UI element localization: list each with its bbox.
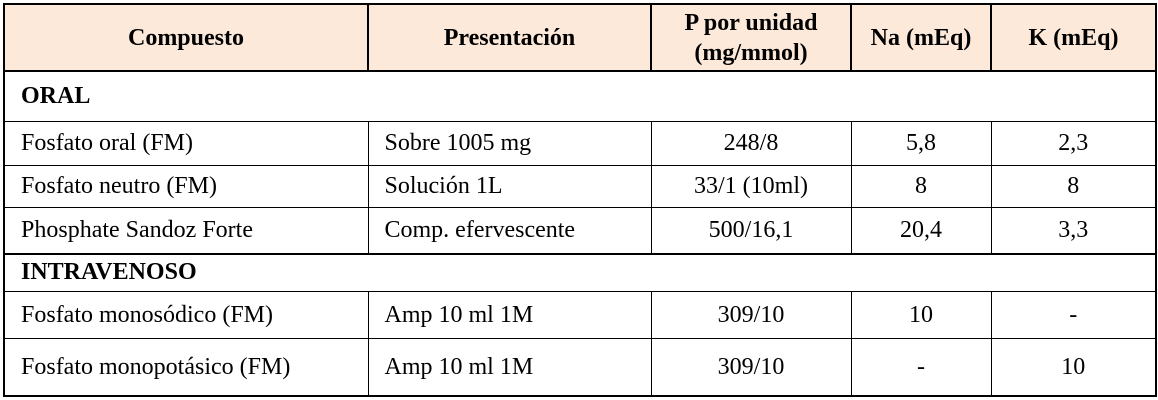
section-row-oral: ORAL <box>3 71 1157 122</box>
header-compuesto: Compuesto <box>3 3 369 72</box>
cell-na: 8 <box>850 164 992 208</box>
cell-presentacion: Solución 1L <box>367 164 652 208</box>
cell-k: - <box>990 291 1157 340</box>
header-k: K (mEq) <box>990 3 1157 72</box>
cell-k: 3,3 <box>990 206 1157 254</box>
cell-compuesto: Fosfato monosódico (FM) <box>3 291 369 340</box>
cell-compuesto: Fosfato oral (FM) <box>3 120 369 166</box>
table-body: ORAL Fosfato oral (FM) Sobre 1005 mg 248… <box>3 71 1157 398</box>
cell-k: 10 <box>990 338 1157 398</box>
section-label-oral: ORAL <box>3 71 1157 122</box>
table-row: Phosphate Sandoz Forte Comp. efervescent… <box>3 206 1157 254</box>
cell-k: 2,3 <box>990 120 1157 166</box>
cell-presentacion: Sobre 1005 mg <box>367 120 652 166</box>
cell-presentacion: Amp 10 ml 1M <box>367 338 652 398</box>
cell-p: 500/16,1 <box>650 206 852 254</box>
header-presentacion: Presentación <box>367 3 652 72</box>
cell-na: 5,8 <box>850 120 992 166</box>
cell-na: 10 <box>850 291 992 340</box>
cell-p: 309/10 <box>650 338 852 398</box>
header-p-line2: (mg/mmol) <box>694 39 808 66</box>
table-header: Compuesto Presentación P por unidad (mg/… <box>3 3 1157 72</box>
table-row: Fosfato monosódico (FM) Amp 10 ml 1M 309… <box>3 291 1157 340</box>
header-p-por-unidad: P por unidad (mg/mmol) <box>650 3 852 72</box>
table-row: Fosfato neutro (FM) Solución 1L 33/1 (10… <box>3 164 1157 208</box>
cell-presentacion: Comp. efervescente <box>367 206 652 254</box>
cell-presentacion: Amp 10 ml 1M <box>367 291 652 340</box>
table-row: Fosfato monopotásico (FM) Amp 10 ml 1M 3… <box>3 338 1157 398</box>
cell-na: 20,4 <box>850 206 992 254</box>
table-row: Fosfato oral (FM) Sobre 1005 mg 248/8 5,… <box>3 120 1157 166</box>
phosphate-compounds-table: Compuesto Presentación P por unidad (mg/… <box>3 3 1157 398</box>
cell-p: 248/8 <box>650 120 852 166</box>
section-row-intravenoso: INTRAVENOSO <box>3 252 1157 293</box>
cell-compuesto: Fosfato monopotásico (FM) <box>3 338 369 398</box>
cell-compuesto: Fosfato neutro (FM) <box>3 164 369 208</box>
cell-compuesto: Phosphate Sandoz Forte <box>3 206 369 254</box>
cell-p: 33/1 (10ml) <box>650 164 852 208</box>
cell-k: 8 <box>990 164 1157 208</box>
header-row: Compuesto Presentación P por unidad (mg/… <box>3 3 1157 72</box>
header-p-line1: P por unidad <box>684 9 818 36</box>
cell-p: 309/10 <box>650 291 852 340</box>
header-na: Na (mEq) <box>850 3 992 72</box>
section-label-intravenoso: INTRAVENOSO <box>3 252 1157 293</box>
cell-na: - <box>850 338 992 398</box>
